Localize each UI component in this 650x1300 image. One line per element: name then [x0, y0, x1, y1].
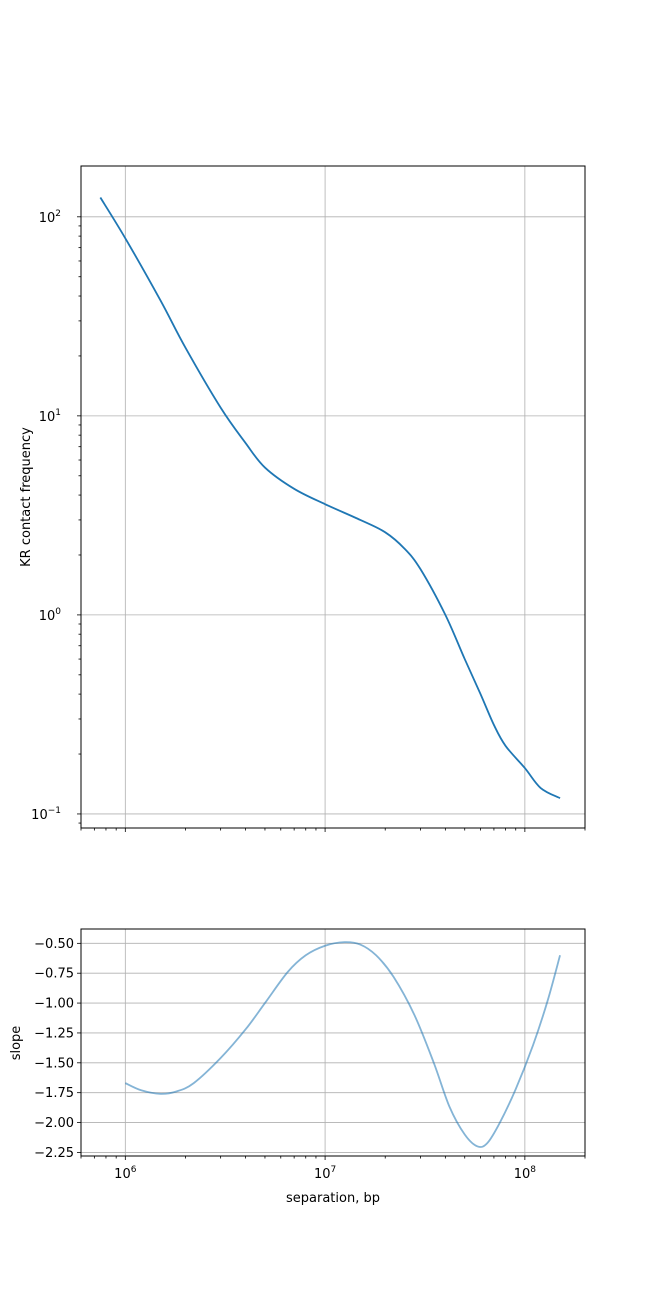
y-tick-label: 101	[39, 408, 61, 425]
y-tick-label: 100	[39, 607, 62, 624]
x-tick-label: 108	[514, 1165, 537, 1182]
top-axes-frame	[80, 165, 586, 829]
y-tick-label: −2.25	[34, 1146, 74, 1161]
slope-panel: 106 107 108 −0.50 −0.75 −1.00 −1.25 −1.50 −1.75 −…	[9, 928, 586, 1206]
y-tick-label: −0.75	[34, 967, 74, 982]
x-tick-label: 107	[314, 1165, 336, 1182]
bottom-x-axis-label: separation, bp	[286, 1191, 380, 1206]
y-tick-label: 10−1	[31, 806, 61, 823]
top-ticks: 10−1 100 101 102	[31, 209, 586, 832]
x-tick-label: 106	[114, 1165, 137, 1182]
bottom-ticks: 106 107 108 −0.50 −0.75 −1.00 −1.25 −1.50 −1.75 −…	[34, 937, 586, 1182]
y-tick-label: −1.50	[34, 1056, 74, 1071]
bottom-axes-frame	[80, 928, 586, 1157]
bottom-grid	[81, 929, 585, 1156]
bottom-y-axis-label: slope	[9, 1026, 24, 1061]
y-tick-label: −1.75	[34, 1086, 74, 1101]
y-tick-label: −1.00	[34, 997, 74, 1012]
y-tick-label: −2.00	[34, 1116, 74, 1131]
y-tick-label: 102	[39, 209, 61, 226]
top-grid	[81, 166, 585, 828]
y-tick-label: −1.25	[34, 1026, 74, 1041]
top-y-axis-label: KR contact frequency	[19, 427, 34, 567]
y-tick-label: −0.50	[34, 937, 74, 952]
contact-frequency-panel: 10−1 100 101 102 KR contact frequency	[19, 165, 586, 832]
contact-frequency-line	[99, 197, 561, 799]
slope-line	[124, 941, 561, 1148]
